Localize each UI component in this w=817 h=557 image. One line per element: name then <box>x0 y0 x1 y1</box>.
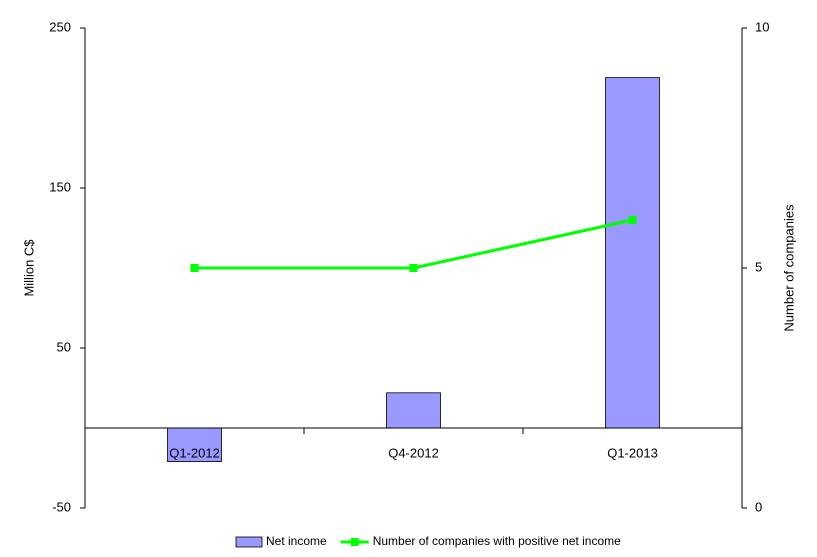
marker <box>190 264 199 272</box>
x-tick-label: Q1-2012 <box>169 445 220 460</box>
bar <box>167 427 222 462</box>
legend-label: Net income <box>266 534 327 548</box>
bar <box>386 392 441 429</box>
y-tick-label: 250 <box>49 19 71 34</box>
y2-tick-label: 0 <box>755 499 762 514</box>
y2-axis-label: Number of companies <box>781 204 796 332</box>
legend-swatch <box>235 536 263 548</box>
x-tick-label: Q4-2012 <box>388 445 439 460</box>
y-axis-label: Million C$ <box>21 239 36 297</box>
y2-tick-label: 10 <box>755 19 769 34</box>
y-tick-label: -50 <box>52 499 71 514</box>
legend-marker <box>350 538 359 546</box>
marker <box>409 264 418 272</box>
y2-tick-label: 5 <box>755 259 762 274</box>
x-tick-label: Q1-2013 <box>607 445 658 460</box>
bar <box>605 77 660 429</box>
y-tick-label: 150 <box>49 179 71 194</box>
marker <box>628 216 637 224</box>
y-tick-label: 50 <box>57 339 71 354</box>
legend-label: Number of companies with positive net in… <box>373 534 621 548</box>
